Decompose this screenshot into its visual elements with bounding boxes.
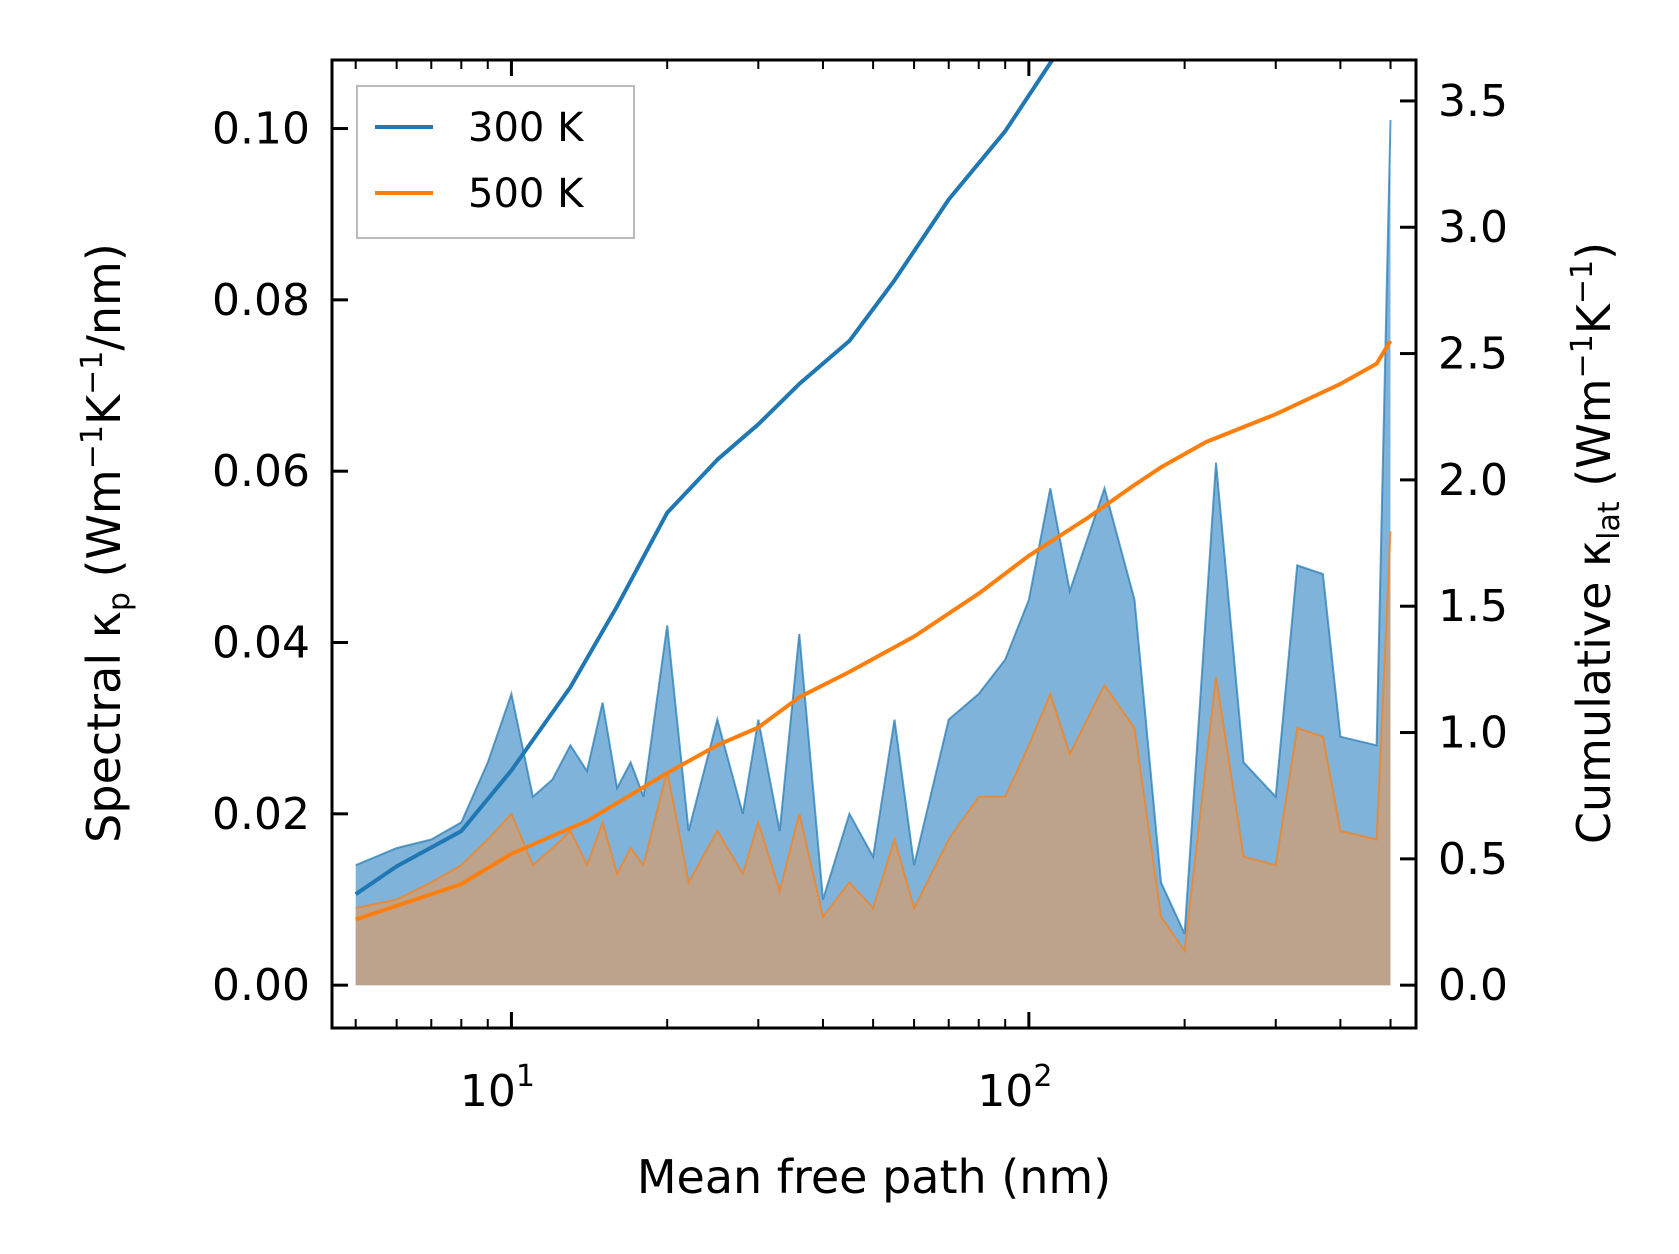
y-left-tick-label: 0.06 [212, 446, 310, 497]
spectral-fills [355, 119, 1392, 986]
legend-label-300k: 300 K [468, 105, 585, 151]
y-left-tick-label: 0.08 [212, 275, 310, 326]
y-axis-right-title: Cumulative κlat (Wm−1K−1) [1565, 242, 1627, 844]
legend: 300 K 500 K [356, 85, 635, 239]
y-right-tick-label: 1.0 [1438, 708, 1508, 759]
y-left-tick-label: 0.02 [212, 789, 310, 840]
y-right-tick-label: 1.5 [1438, 581, 1508, 632]
y-axis-left-title: Spectral κp (Wm−1K−1/nm) [75, 243, 137, 843]
y-left-tick-label: 0.10 [212, 104, 310, 155]
cumulative-line-300k [354, 60, 1055, 896]
y-right-tick-label: 3.0 [1438, 202, 1508, 253]
spectral-line-300k [355, 119, 1392, 935]
y-left-tick-label: 0.04 [212, 618, 310, 669]
axis-ticks: 0.00 0.02 0.04 0.06 0.08 0.10 0.0 0.5 1.0 1.5 2.0 2… [212, 60, 1508, 1117]
y-right-tick-label: 2.0 [1438, 455, 1508, 506]
x-tick-label: 101 [460, 1059, 535, 1117]
series-lines [354, 60, 1393, 922]
y-right-tick-label: 2.5 [1438, 329, 1508, 380]
y-left-tick-label: 0.00 [212, 960, 310, 1011]
spectral-line-500k [355, 531, 1392, 954]
legend-box [356, 85, 635, 239]
x-axis-title: Mean free path (nm) [637, 1150, 1111, 1204]
legend-label-500k: 500 K [468, 171, 585, 217]
spectral-area-500k [355, 531, 1391, 986]
x-tick-label: 102 [977, 1059, 1052, 1117]
y-right-tick-label: 3.5 [1438, 76, 1508, 127]
y-right-tick-label: 0.5 [1438, 834, 1508, 885]
cumulative-line-500k [355, 339, 1393, 922]
y-right-tick-label: 0.0 [1438, 960, 1508, 1011]
